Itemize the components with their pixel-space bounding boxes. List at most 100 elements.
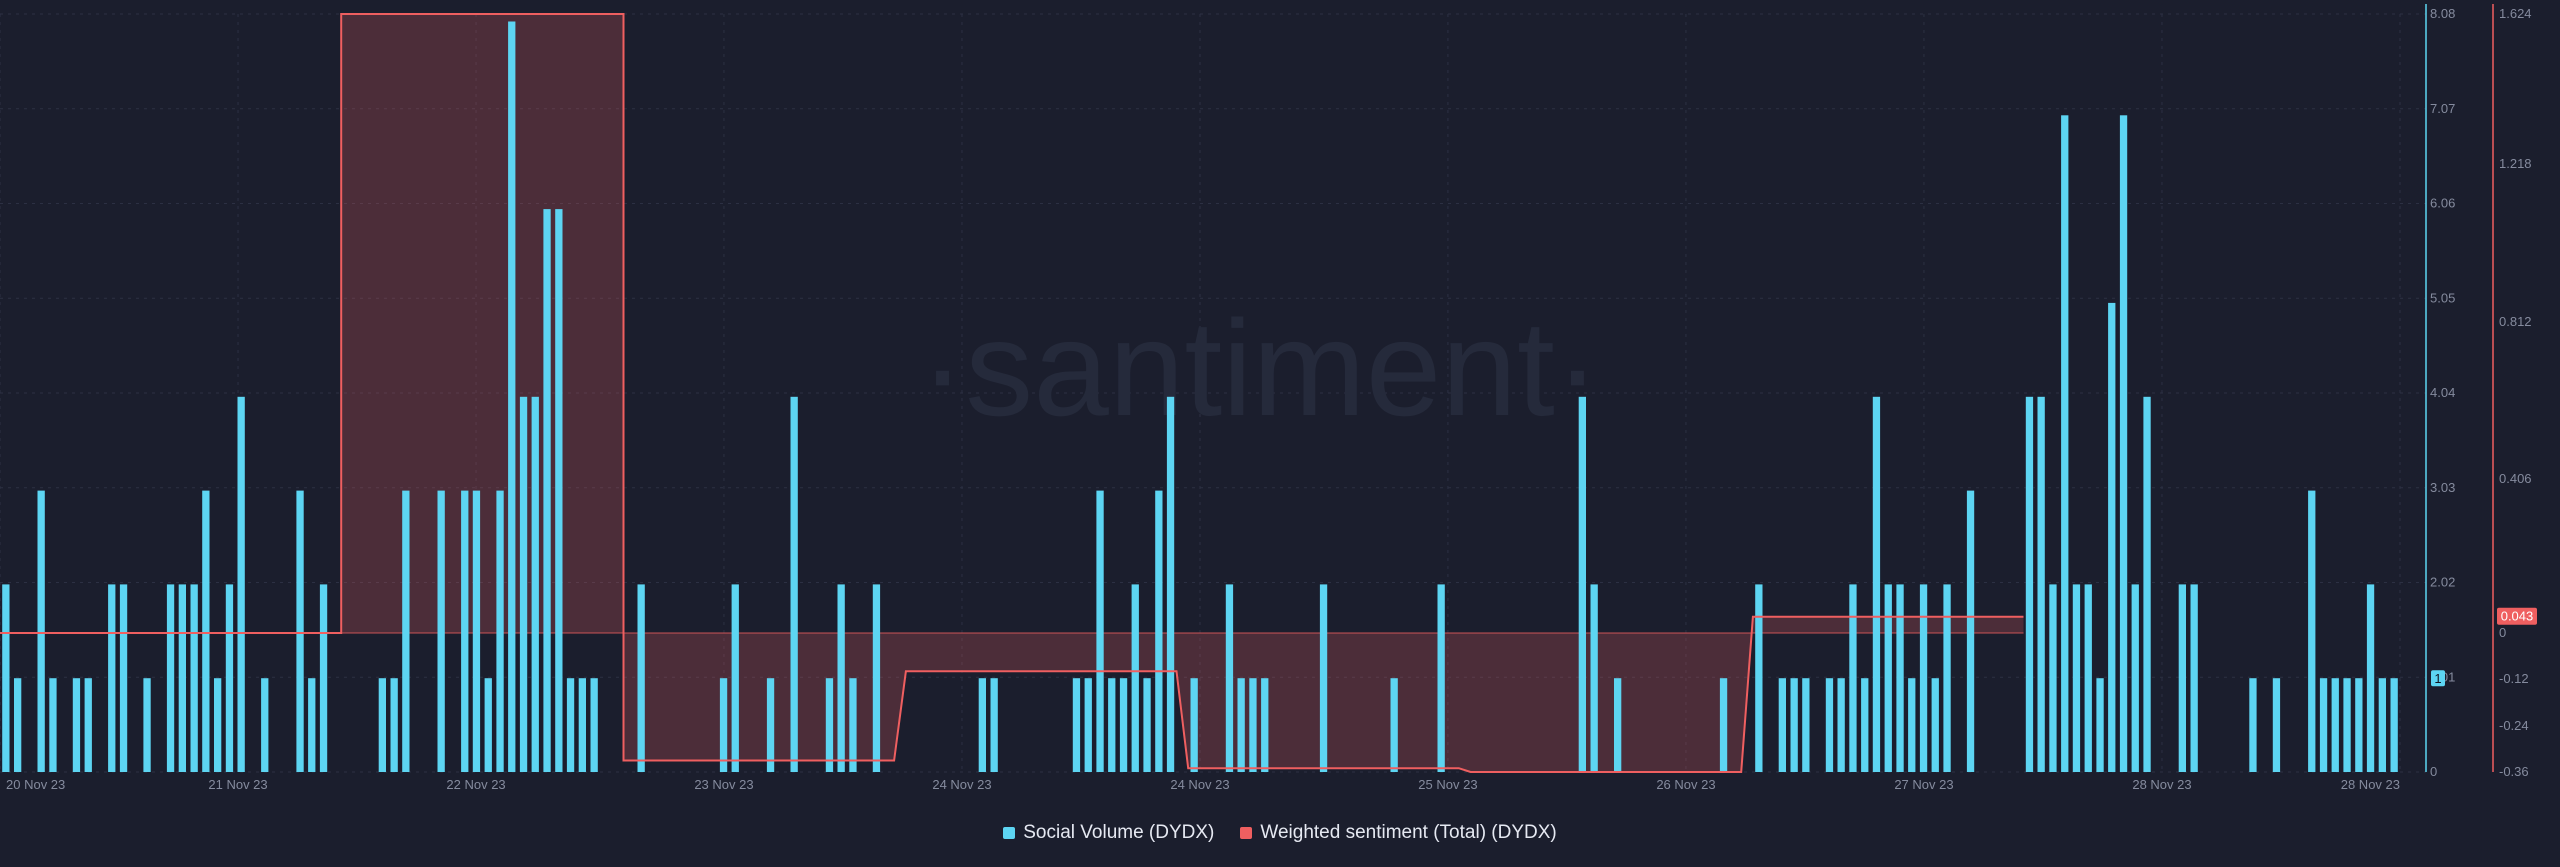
volume-bar bbox=[1143, 678, 1151, 772]
volume-bar bbox=[1872, 396, 1881, 772]
volume-bar bbox=[837, 584, 845, 772]
volume-bar bbox=[1896, 584, 1904, 772]
volume-bar bbox=[1108, 678, 1116, 772]
volume-axis-tick: 2.02 bbox=[2430, 575, 2455, 590]
volume-bar bbox=[461, 490, 469, 772]
volume-bar bbox=[1437, 584, 1445, 772]
x-axis-tick: 23 Nov 23 bbox=[694, 777, 753, 792]
volume-current-badge bbox=[2431, 670, 2445, 687]
volume-bar bbox=[978, 678, 986, 772]
volume-bar bbox=[2343, 678, 2351, 772]
volume-bar bbox=[2131, 584, 2139, 772]
sentiment-current-value: 0.043 bbox=[2501, 609, 2534, 624]
volume-bar bbox=[14, 678, 22, 772]
volume-bar bbox=[2108, 302, 2116, 772]
volume-bar bbox=[2025, 396, 2034, 772]
volume-bar bbox=[1261, 678, 1269, 772]
volume-bar bbox=[590, 678, 598, 772]
volume-bar bbox=[1578, 396, 1586, 772]
legend-swatch-weighted-sentiment bbox=[1240, 827, 1253, 839]
volume-bar bbox=[2308, 490, 2316, 772]
volume-bar bbox=[1249, 678, 1257, 772]
volume-axis-tick: 6.06 bbox=[2430, 196, 2455, 211]
volume-bar bbox=[472, 490, 481, 772]
volume-bar bbox=[496, 490, 504, 772]
volume-bar bbox=[1943, 584, 1951, 772]
sentiment-line bbox=[0, 13, 2024, 773]
volume-bar bbox=[1096, 490, 1104, 772]
volume-bar bbox=[214, 678, 222, 772]
volume-bar bbox=[319, 584, 328, 772]
legend-item-social-volume[interactable]: Social Volume (DYDX) bbox=[1003, 820, 1214, 846]
sentiment-area bbox=[0, 14, 2024, 772]
volume-bar bbox=[1931, 678, 1939, 772]
volume-bar bbox=[1131, 584, 1139, 772]
volume-bar bbox=[1908, 678, 1916, 772]
volume-bar bbox=[1319, 584, 1328, 772]
volume-bar bbox=[1084, 678, 1092, 772]
volume-bar bbox=[237, 396, 245, 772]
volume-bar bbox=[261, 678, 269, 772]
volume-bar bbox=[1778, 678, 1786, 772]
volume-bar bbox=[390, 678, 398, 772]
volume-bar bbox=[872, 584, 881, 772]
legend-item-weighted-sentiment[interactable]: Weighted sentiment (Total) (DYDX) bbox=[1240, 820, 1557, 846]
volume-bar bbox=[308, 678, 316, 772]
volume-bar bbox=[402, 490, 410, 772]
volume-bar bbox=[990, 678, 998, 772]
volume-bar bbox=[166, 584, 175, 772]
volume-bar bbox=[484, 678, 492, 772]
volume-bar bbox=[1966, 490, 1975, 772]
volume-bar bbox=[1614, 678, 1622, 772]
volume-bar bbox=[2084, 584, 2092, 772]
volume-bar bbox=[1225, 584, 1234, 772]
volume-bar bbox=[2, 584, 10, 772]
volume-bar bbox=[1166, 396, 1175, 772]
volume-bar bbox=[84, 678, 92, 772]
volume-bar bbox=[1849, 584, 1857, 772]
volume-bar bbox=[1155, 490, 1163, 772]
chart-legend: Social Volume (DYDX) Weighted sentiment … bbox=[0, 820, 2560, 846]
volume-bar bbox=[1884, 584, 1892, 772]
sentiment-axis-tick: 1.218 bbox=[2499, 156, 2532, 171]
sentiment-axis-tick: -0.12 bbox=[2499, 671, 2529, 686]
volume-bar bbox=[2378, 678, 2386, 772]
sentiment-axis-tick: 0.812 bbox=[2499, 314, 2532, 329]
sentiment-axis-tick: 0.406 bbox=[2499, 471, 2532, 486]
sentiment-axis-tick: 0 bbox=[2499, 625, 2506, 640]
volume-bar bbox=[578, 678, 586, 772]
volume-bar bbox=[2143, 396, 2151, 772]
volume-bar bbox=[2178, 584, 2186, 772]
volume-bar bbox=[1590, 584, 1598, 772]
volume-bar bbox=[2096, 678, 2104, 772]
volume-bar bbox=[719, 678, 728, 772]
sentiment-axis-tick: -0.36 bbox=[2499, 764, 2529, 779]
volume-bar bbox=[1119, 678, 1128, 772]
volume-bar bbox=[119, 584, 128, 772]
x-axis-tick: 26 Nov 23 bbox=[1656, 777, 1715, 792]
volume-bar bbox=[1390, 678, 1398, 772]
volume-bar bbox=[1719, 678, 1728, 772]
legend-swatch-social-volume bbox=[1003, 827, 1016, 839]
volume-bar bbox=[1802, 678, 1810, 772]
volume-bar bbox=[1190, 678, 1198, 772]
volume-bar bbox=[849, 678, 857, 772]
volume-bar bbox=[2331, 678, 2339, 772]
volume-bar bbox=[1072, 678, 1081, 772]
x-axis-tick: 24 Nov 23 bbox=[932, 777, 991, 792]
watermark-logo: ·santiment· bbox=[920, 292, 1600, 444]
x-axis-tick: 28 Nov 23 bbox=[2132, 777, 2191, 792]
volume-bar bbox=[1790, 678, 1798, 772]
volume-axis-tick: 7.07 bbox=[2430, 101, 2455, 116]
volume-bar bbox=[825, 678, 834, 772]
volume-bar bbox=[2366, 584, 2375, 772]
volume-bar bbox=[555, 209, 563, 773]
volume-bar bbox=[2355, 678, 2363, 772]
volume-bar bbox=[1755, 584, 1763, 772]
volume-bar bbox=[637, 584, 645, 772]
volume-bar bbox=[543, 209, 551, 773]
x-axis-tick: 21 Nov 23 bbox=[208, 777, 267, 792]
volume-bar bbox=[2072, 584, 2081, 772]
volume-axis-tick: 5.05 bbox=[2430, 290, 2455, 305]
